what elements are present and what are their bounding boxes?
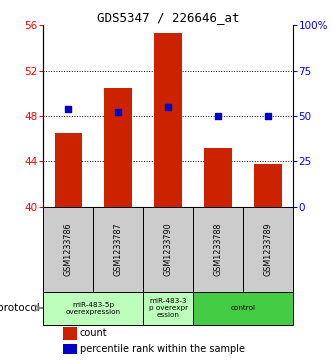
Text: GSM1233790: GSM1233790 [164,222,173,276]
Text: count: count [80,329,107,338]
Text: GSM1233789: GSM1233789 [263,222,273,276]
Point [166,104,171,110]
Bar [55,133,82,207]
Text: GSM1233788: GSM1233788 [213,222,223,276]
Bar [63,327,77,340]
Bar [63,344,77,354]
Text: GSM1233787: GSM1233787 [114,222,123,276]
Bar [105,88,132,207]
Bar [204,148,232,207]
Bar [93,207,143,291]
Bar [193,291,293,325]
Bar [143,291,193,325]
Bar [143,207,193,291]
Text: GSM1233786: GSM1233786 [64,222,73,276]
Bar [193,207,243,291]
Text: percentile rank within the sample: percentile rank within the sample [80,344,244,354]
Text: control: control [230,305,256,311]
Point [116,110,121,115]
Bar [243,207,293,291]
Bar [43,291,143,325]
Point [66,106,71,112]
Bar [254,164,282,207]
Text: miR-483-3
p overexpr
ession: miR-483-3 p overexpr ession [149,298,188,318]
Text: miR-483-5p
overexpression: miR-483-5p overexpression [66,302,121,315]
Bar [43,207,93,291]
Point [265,113,271,119]
Point [215,113,221,119]
Bar [155,33,182,207]
Text: protocol: protocol [0,303,39,313]
Title: GDS5347 / 226646_at: GDS5347 / 226646_at [97,11,239,24]
